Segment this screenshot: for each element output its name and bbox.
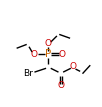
Text: O: O [59, 50, 66, 59]
Text: O: O [70, 62, 77, 71]
Text: Br: Br [23, 69, 33, 78]
Text: O: O [57, 82, 64, 91]
Text: O: O [45, 39, 52, 48]
Text: O: O [31, 50, 38, 59]
Text: P: P [45, 49, 52, 59]
